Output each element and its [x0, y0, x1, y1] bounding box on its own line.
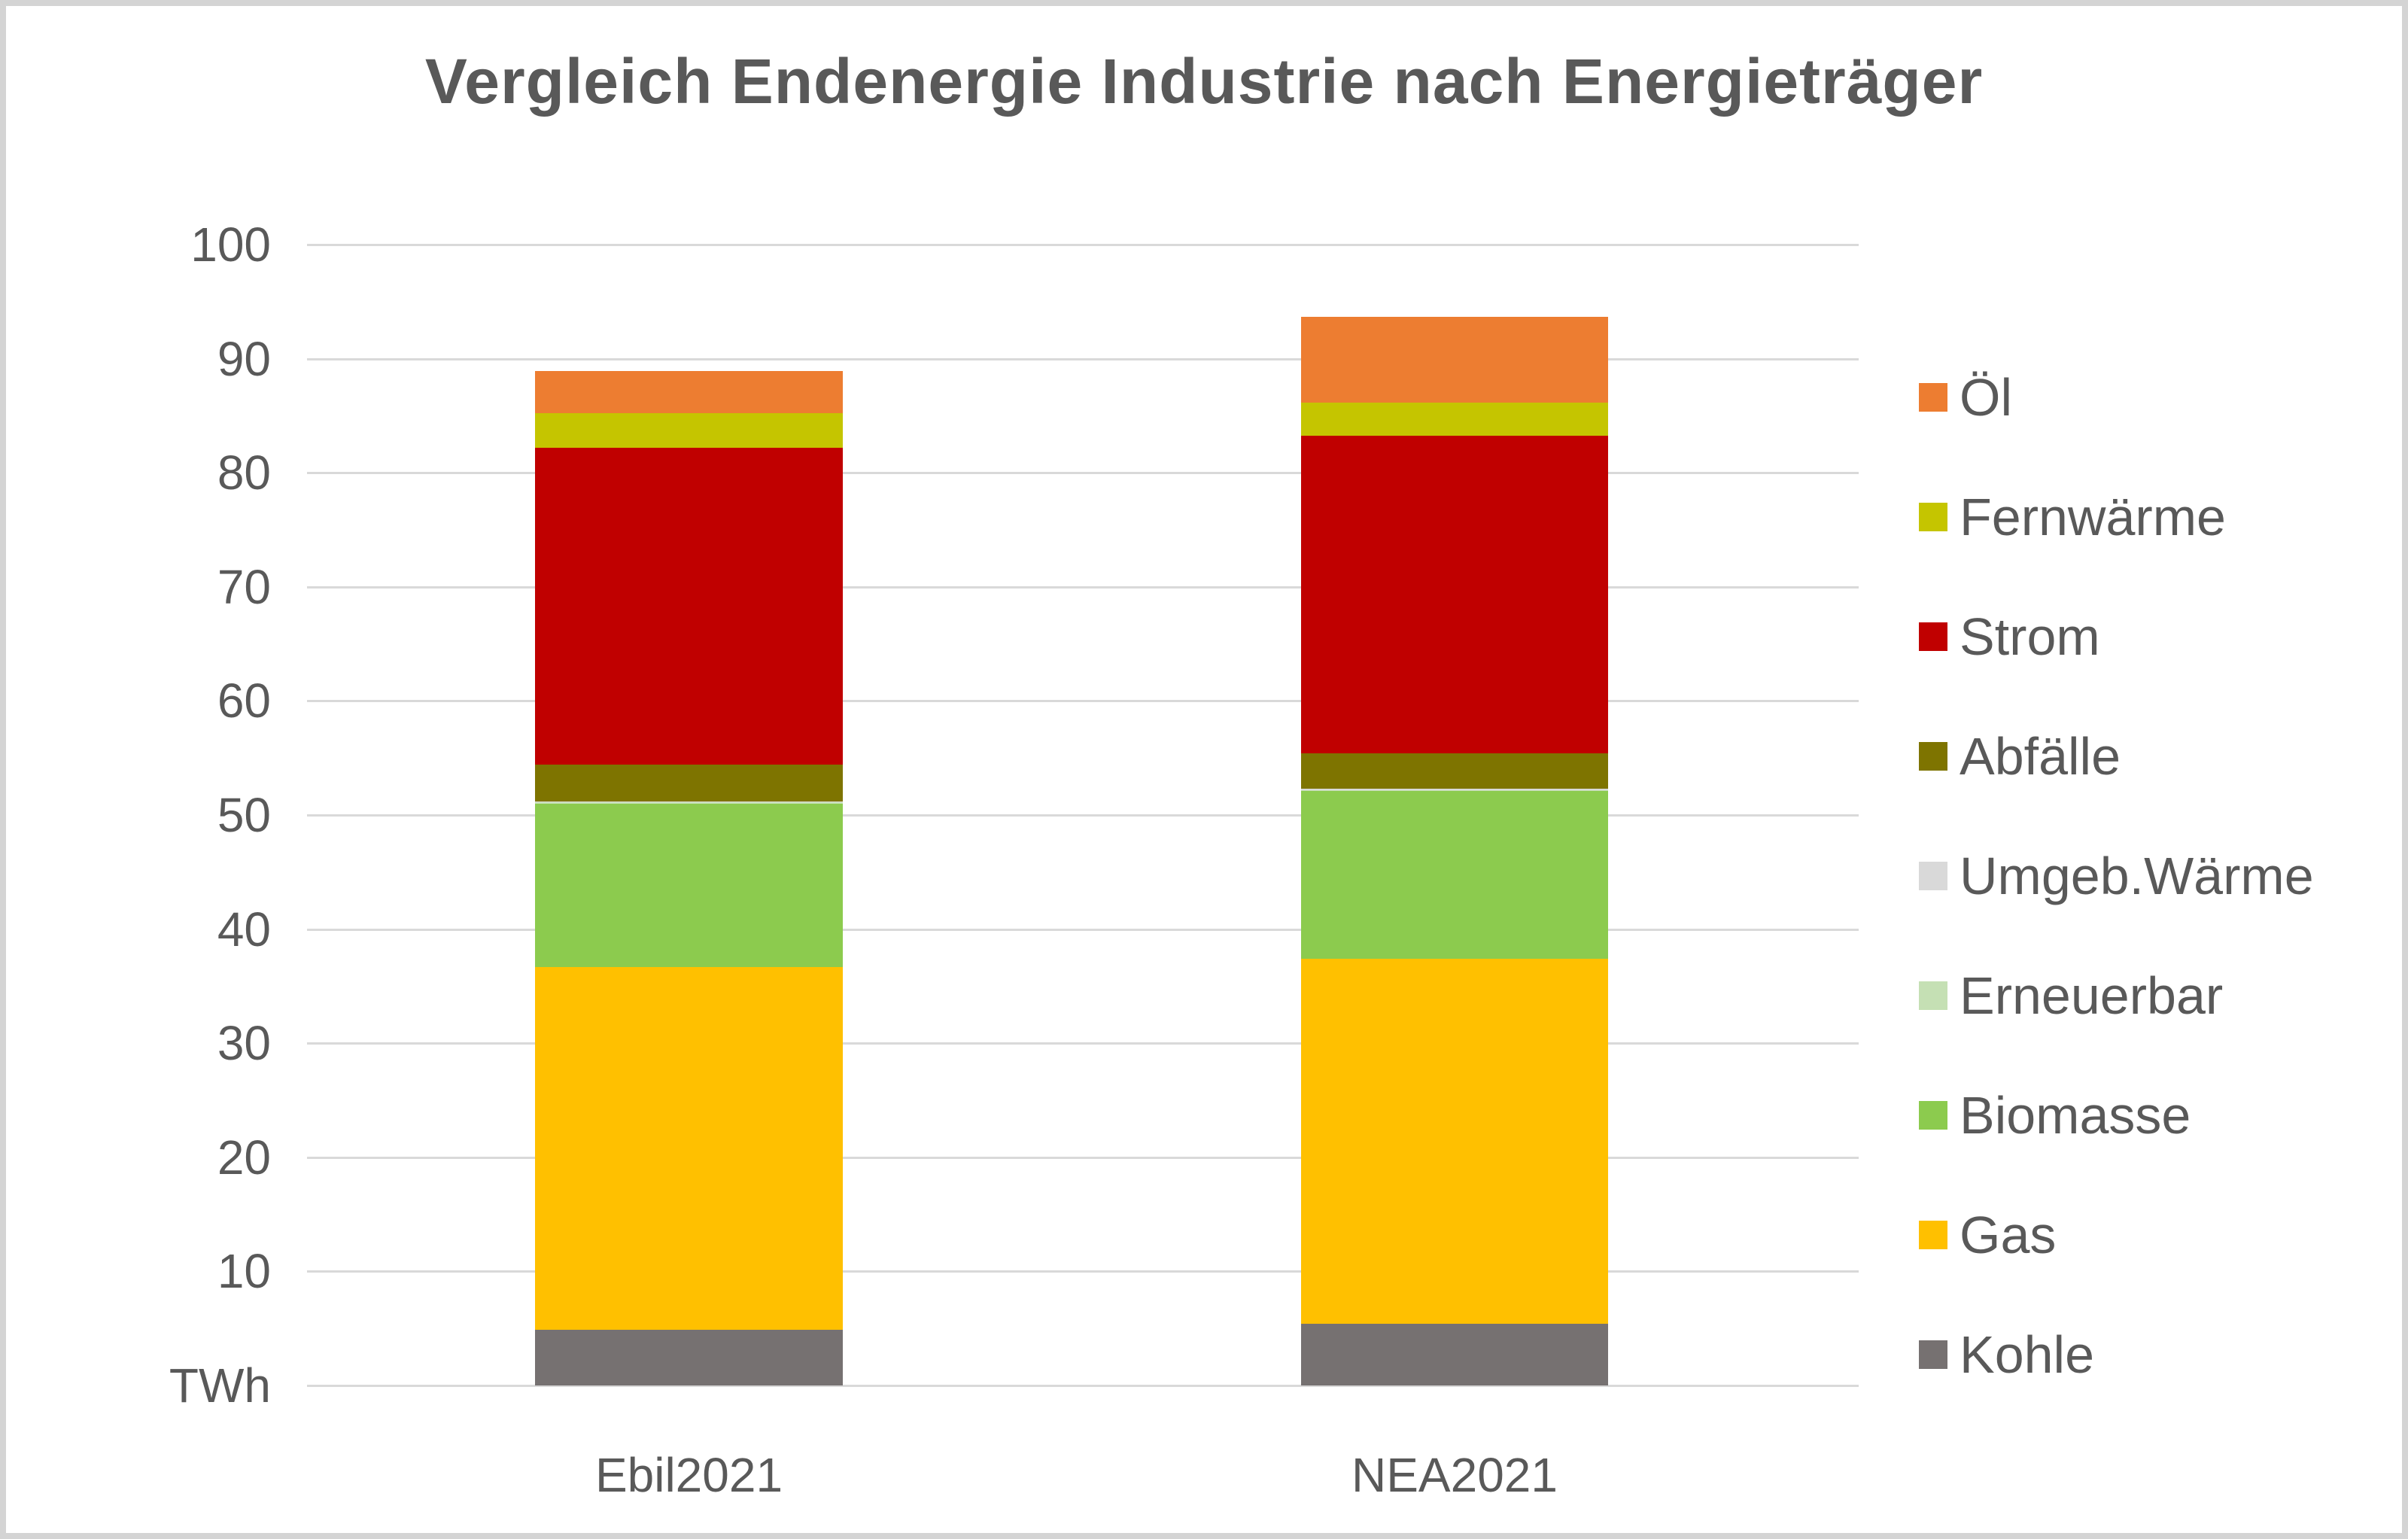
legend-item-kohle: Kohle [1919, 1320, 2094, 1389]
legend-swatch-icon [1919, 1101, 1947, 1130]
gridline [307, 929, 1859, 931]
bar-segment-fernw-rme [1301, 402, 1608, 436]
y-tick-label: 100 [190, 217, 271, 272]
gridline [307, 814, 1859, 817]
bar-segment-gas [535, 966, 843, 1330]
legend-label: Biomasse [1960, 1086, 2191, 1145]
bar-segment-gas [1301, 959, 1608, 1325]
bar-segment-abf-lle [535, 765, 843, 801]
gridline [307, 1042, 1859, 1045]
gridline [307, 1157, 1859, 1159]
legend-label: Gas [1960, 1206, 2057, 1264]
legend-swatch-icon [1919, 1221, 1947, 1249]
legend-item--l: Öl [1919, 363, 2012, 432]
bar-segment-strom [1301, 435, 1608, 754]
y-tick-label: 80 [217, 446, 271, 500]
legend-item-strom: Strom [1919, 602, 2100, 671]
y-tick-label: 10 [217, 1244, 271, 1298]
legend-label: Öl [1960, 368, 2012, 427]
legend-item-biomasse: Biomasse [1919, 1081, 2191, 1150]
y-tick-label: 40 [217, 902, 271, 957]
legend-label: Strom [1960, 607, 2100, 666]
y-tick-label: 90 [217, 332, 271, 386]
y-tick-label: 20 [217, 1130, 271, 1185]
bar-segment--l [535, 371, 843, 414]
gridline [307, 586, 1859, 589]
stacked-bar-ebil2021 [535, 371, 843, 1385]
legend-item-erneuerbar: Erneuerbar [1919, 961, 2223, 1030]
bar-segment-kohle [535, 1329, 843, 1385]
y-tick-label: 70 [217, 560, 271, 614]
stacked-bar-chart: Vergleich Endenergie Industrie nach Ener… [6, 6, 2402, 1533]
chart-title: Vergleich Endenergie Industrie nach Ener… [424, 46, 1984, 117]
gridline [307, 1270, 1859, 1273]
y-tick-label: 60 [217, 674, 271, 728]
legend-label: Umgeb.Wärme [1960, 847, 2314, 905]
bar-segment-umgeb-w-rme [535, 801, 843, 803]
bar-segment-fernw-rme [535, 413, 843, 448]
bar-segment-abf-lle [1301, 753, 1608, 789]
y-tick-label: 50 [217, 788, 271, 842]
legend-item-fernw-rme: Fernwärme [1919, 482, 2226, 552]
bar-segment-erneuerbar [535, 802, 843, 804]
stacked-bar-nea2021 [1301, 317, 1608, 1385]
x-axis-label-nea2021: NEA2021 [1351, 1448, 1558, 1502]
legend-label: Fernwärme [1960, 488, 2226, 546]
bar-segment-biomasse [535, 803, 843, 967]
bar-segment--l [1301, 317, 1608, 403]
gridline [307, 358, 1859, 360]
legend-swatch-icon [1919, 622, 1947, 651]
legend-swatch-icon [1919, 383, 1947, 412]
legend-label: Kohle [1960, 1325, 2095, 1384]
bar-segment-erneuerbar [1301, 789, 1608, 792]
legend-label: Erneuerbar [1960, 966, 2224, 1025]
legend-item-umgeb-w-rme: Umgeb.Wärme [1919, 841, 2314, 911]
legend-swatch-icon [1919, 1340, 1947, 1369]
bar-segment-strom [535, 447, 843, 765]
legend-label: Abfälle [1960, 727, 2121, 786]
legend-swatch-icon [1919, 981, 1947, 1010]
legend-swatch-icon [1919, 742, 1947, 771]
bar-segment-kohle [1301, 1324, 1608, 1385]
bar-segment-umgeb-w-rme [1301, 789, 1608, 790]
y-tick-label: 30 [217, 1016, 271, 1070]
gridline [307, 472, 1859, 474]
gridline [307, 244, 1859, 246]
legend-swatch-icon [1919, 503, 1947, 531]
legend-swatch-icon [1919, 862, 1947, 890]
legend-item-abf-lle: Abfälle [1919, 722, 2121, 791]
y-axis-unit-label: TWh [169, 1358, 271, 1413]
gridline [307, 700, 1859, 702]
gridline [307, 1385, 1859, 1387]
legend-item-gas: Gas [1919, 1200, 2056, 1270]
x-axis-label-ebil2021: Ebil2021 [594, 1448, 783, 1502]
bar-segment-biomasse [1301, 791, 1608, 960]
